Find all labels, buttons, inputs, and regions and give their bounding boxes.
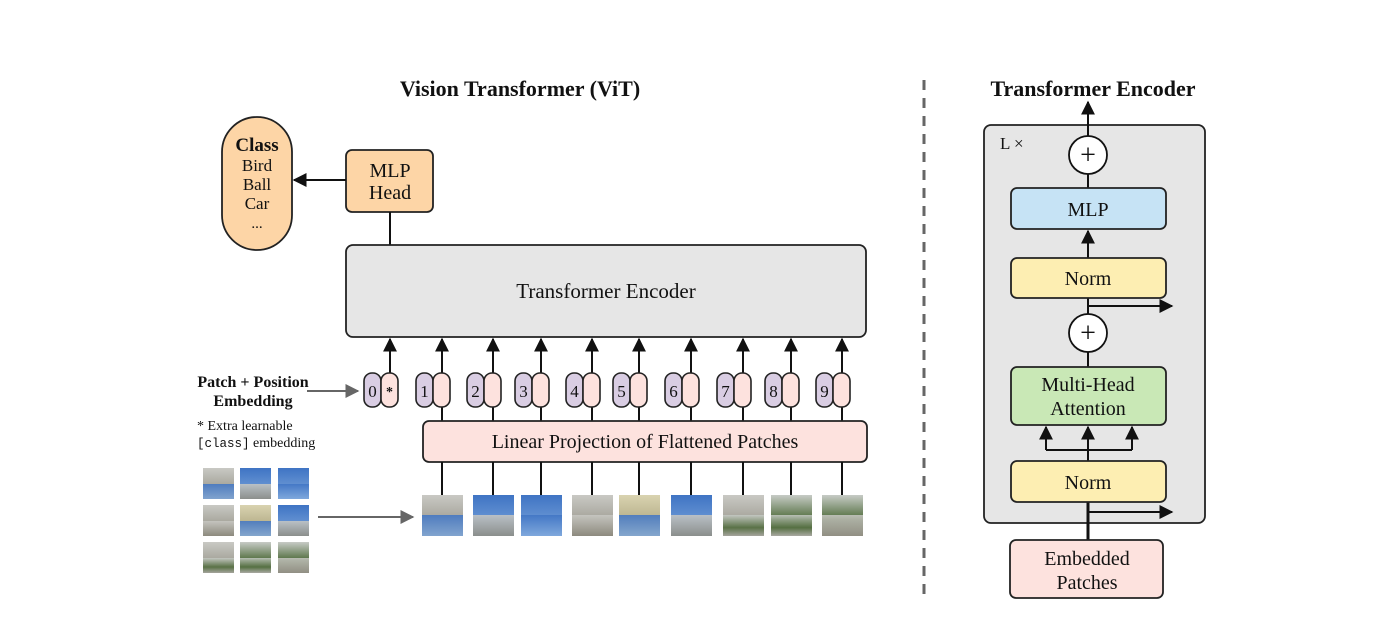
vit-title: Vision Transformer (ViT) [400,76,640,101]
token-4: 4 [565,337,601,421]
mlp-label: MLP [1067,199,1108,221]
add-bottom: + [1068,313,1108,353]
add-top: + [1068,135,1108,175]
image-patch-detail [473,515,514,536]
attention-label: Multi-Head [1041,374,1134,396]
linear-projection-label: Linear Projection of Flattened Patches [492,431,799,453]
image-patch-detail [619,515,660,536]
token-6: 6 [664,337,700,421]
class-item: ... [251,216,262,232]
extra-note: [class] embedding [197,436,315,451]
patch-embedding [629,372,648,408]
extra-note-rest: embedding [250,436,316,451]
token-2: 2 [466,337,502,421]
patch-sequence [422,462,863,536]
position-index: 1 [420,382,429,401]
image-patch-detail [671,515,712,536]
position-index: 6 [669,382,678,401]
token-0: 0 * [363,337,399,408]
plus-icon: + [1080,140,1096,171]
token-5: 5 [612,337,648,421]
class-output: Class Bird Ball Car ... [221,116,293,251]
grid-patch-detail [240,558,271,573]
mlp-head-label: Head [369,182,411,204]
patch-embedding [781,372,800,408]
mlp-block: MLP [1010,187,1167,230]
embedded-patches-label: Patches [1056,572,1117,594]
norm-block-top: Norm [1010,257,1167,299]
grid-patch-detail [240,521,271,536]
token-8: 8 [764,337,800,421]
plus-icon: + [1080,318,1096,349]
position-index: 2 [471,382,480,401]
class-item: Bird [242,156,273,175]
norm-label: Norm [1065,472,1112,494]
transformer-encoder-label: Transformer Encoder [516,279,695,303]
linear-projection: Linear Projection of Flattened Patches [422,420,868,463]
mlp-head: MLP Head [345,149,434,213]
class-code: [class] [197,437,250,451]
position-index: 9 [820,382,829,401]
embedding-label: Embedding [213,393,292,410]
position-index: 4 [570,382,579,401]
patch-embedding [380,372,399,408]
class-heading: Class [235,135,278,156]
attention-label: Attention [1050,398,1126,420]
mlp-head-label: MLP [369,160,410,182]
class-token-mark: * [386,385,393,400]
grid-patch-detail [203,558,234,573]
attention-block: Multi-Head Attention [1010,366,1167,426]
image-patch-detail [422,515,463,536]
class-item: Car [245,194,270,213]
transformer-encoder-block: Transformer Encoder [345,244,867,338]
position-index: 8 [769,382,778,401]
grid-patch-detail [278,558,309,573]
token-9: 9 [815,337,851,421]
position-index: 3 [519,382,528,401]
grid-patch-detail [240,484,271,499]
grid-patch-detail [278,484,309,499]
token-row: 0 * 1 2 3 4 5 6 7 8 9 [363,337,851,421]
patch-embedding [483,372,502,408]
patch-embedding [733,372,752,408]
token-1: 1 [415,337,451,421]
image-patch-detail [521,515,562,536]
embedded-patches-label: Embedded [1044,548,1130,570]
embedding-label: Patch + Position [197,374,308,391]
patch-embedding [832,372,851,408]
image-patch-detail [723,515,764,536]
image-patch-detail [822,515,863,536]
position-index: 0 [368,382,377,401]
class-item: Ball [243,175,272,194]
repeat-label: L × [1000,134,1024,153]
grid-patch-detail [203,521,234,536]
patch-embedding [681,372,700,408]
grid-patch-detail [278,521,309,536]
encoder-detail: L × + MLP Norm + [983,100,1206,540]
norm-label: Norm [1065,268,1112,290]
norm-block-bottom: Norm [1010,460,1167,503]
patch-embedding [432,372,451,408]
embedded-patches: Embedded Patches [1009,539,1164,599]
token-3: 3 [514,337,550,421]
position-index: 5 [617,382,626,401]
image-patch-detail [572,515,613,536]
token-7: 7 [716,337,752,421]
image-patch-detail [771,515,812,536]
encoder-detail-title: Transformer Encoder [990,76,1195,101]
extra-note: * Extra learnable [197,419,293,434]
image-patch-grid [203,468,309,573]
grid-patch-detail [203,484,234,499]
patch-embedding [582,372,601,408]
patch-embedding [531,372,550,408]
position-index: 7 [721,382,730,401]
